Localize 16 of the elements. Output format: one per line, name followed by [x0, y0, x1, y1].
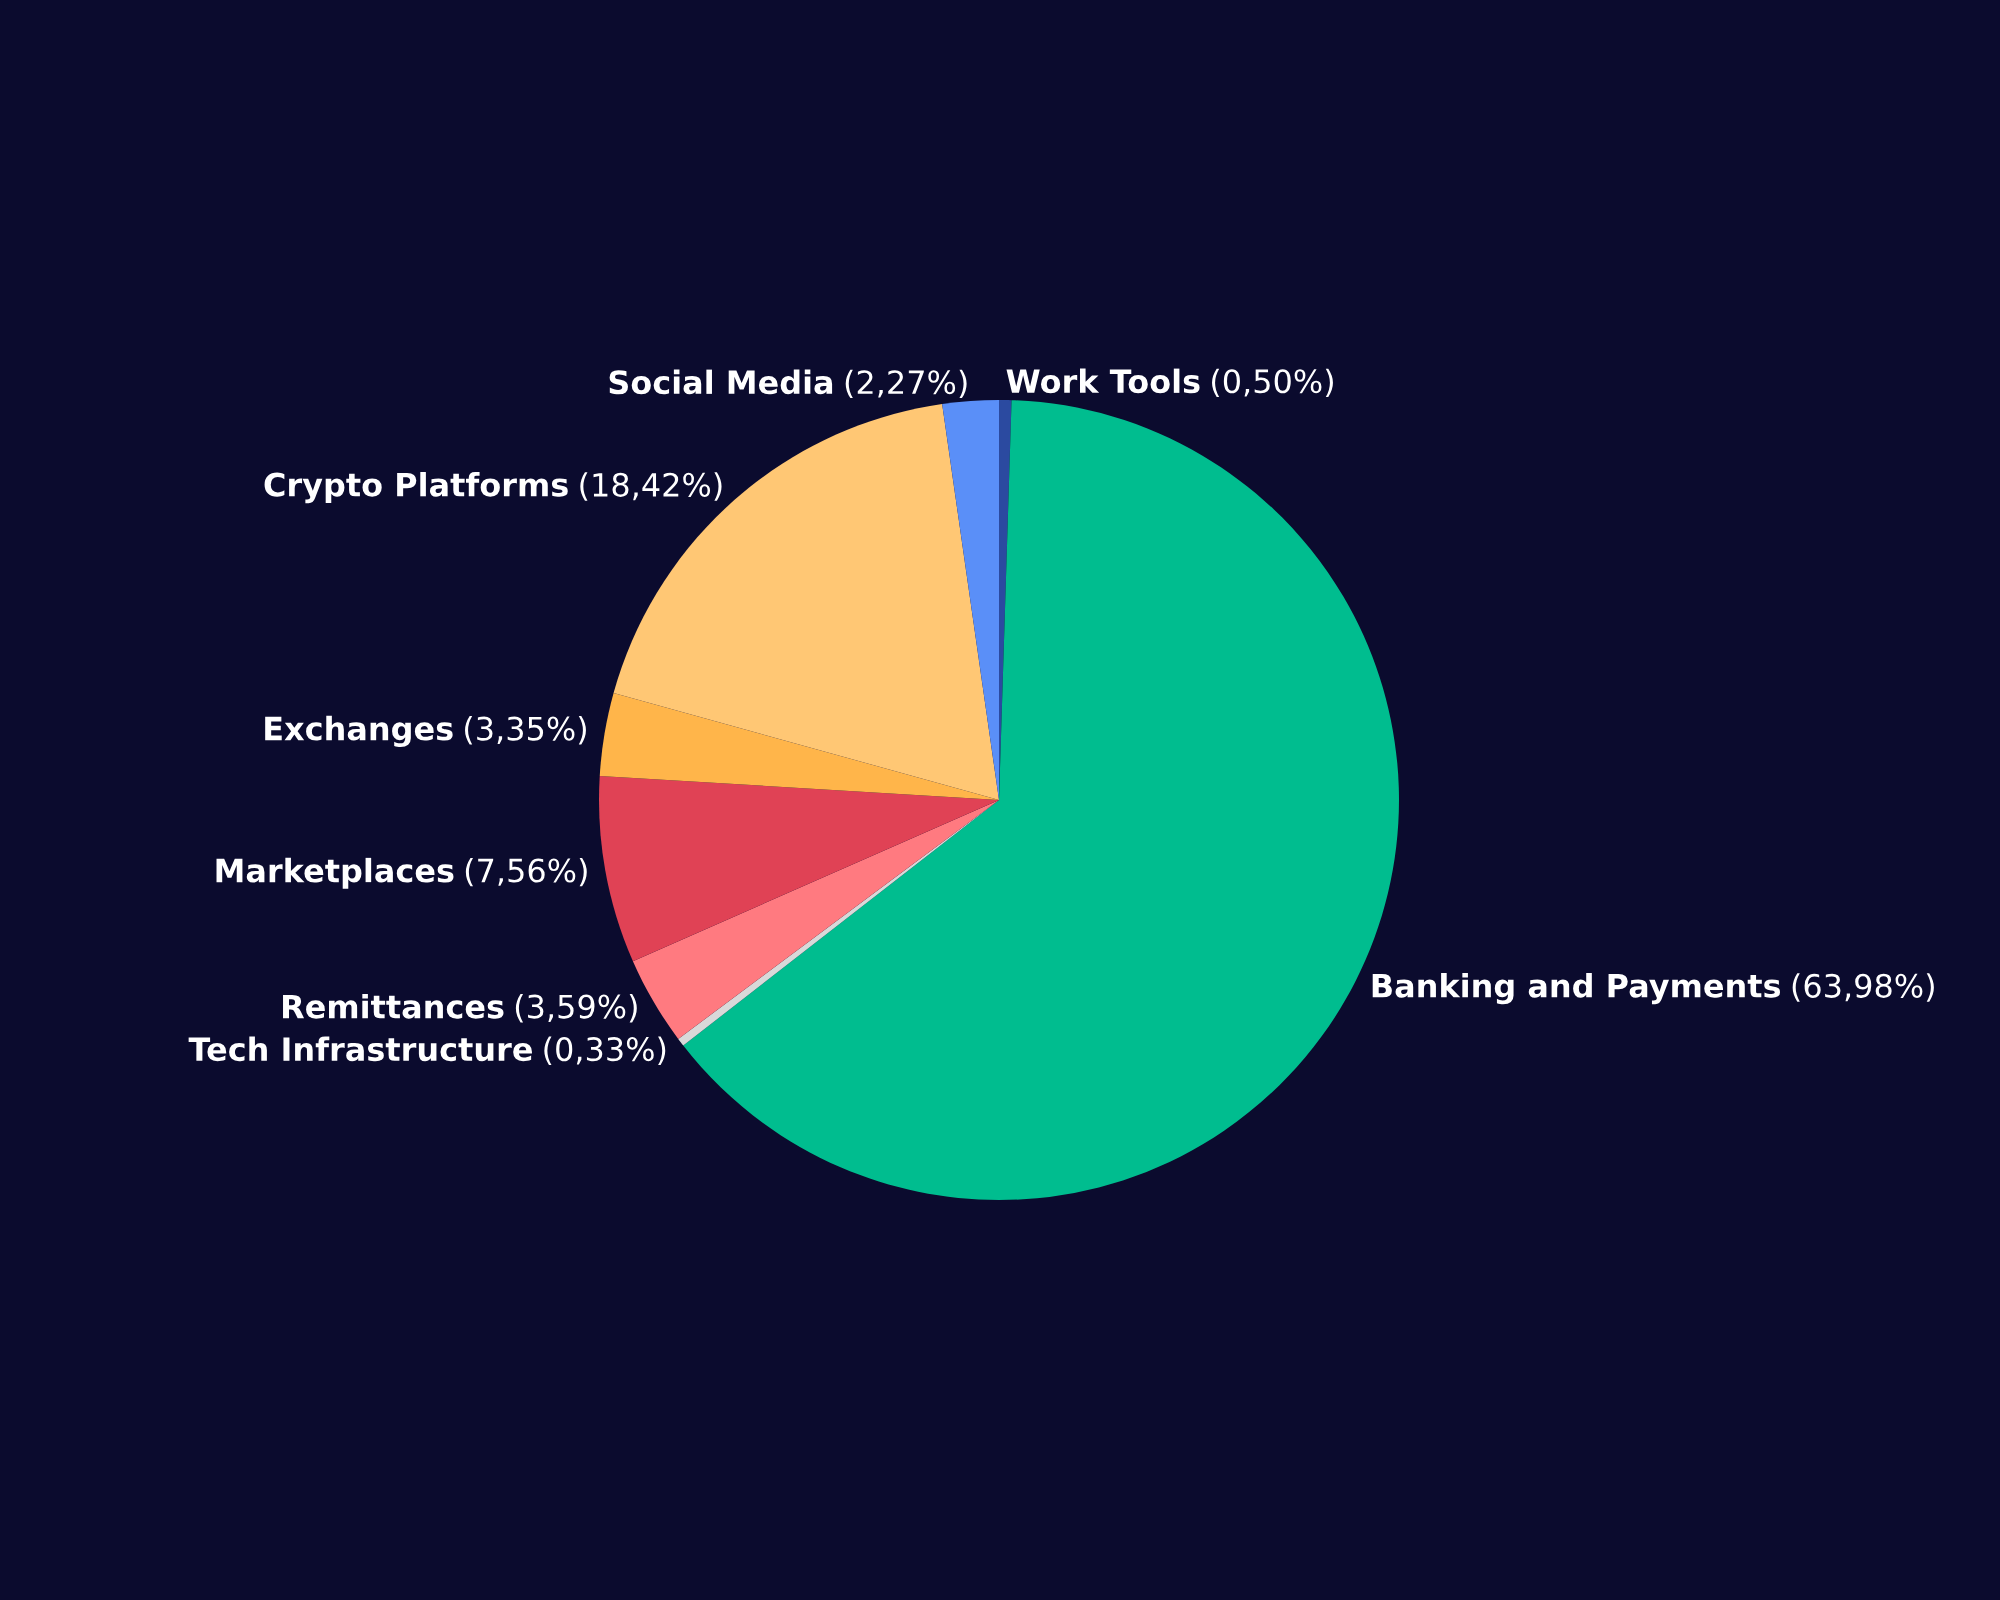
data-label: (63,98%): [1792, 973, 1934, 1002]
slice-label: Marketplaces: [216, 857, 454, 889]
slice-label: Exchanges: [265, 715, 453, 748]
data-label: (0,50%): [1212, 368, 1333, 398]
data-label: (7,56%): [465, 857, 587, 887]
slice-label: Social Media: [609, 369, 833, 395]
slice-label: Tech Infrastructure: [188, 1036, 532, 1062]
slice-label: Crypto Platforms: [264, 472, 568, 504]
data-label: (3,35%): [465, 716, 586, 745]
data-label: (18,42%): [580, 472, 722, 501]
slice-label: Remittances: [283, 993, 504, 1019]
data-label: (0,33%): [544, 1036, 666, 1065]
slice-label: Banking and Payments: [1372, 973, 1781, 1005]
data-label: (2,27%): [845, 369, 967, 399]
slice-label: Work Tools: [1006, 368, 1200, 394]
data-label: (3,59%): [515, 993, 637, 1023]
